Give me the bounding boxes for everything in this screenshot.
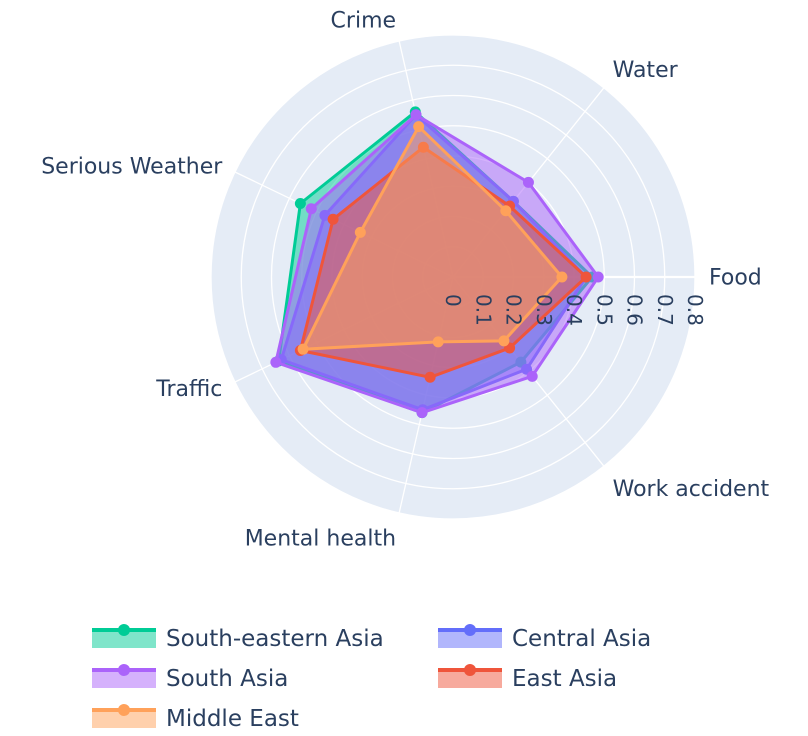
- data-point: [522, 176, 534, 188]
- legend-label: Middle East: [166, 706, 299, 732]
- axis-label-water: Water: [613, 58, 679, 83]
- legend-marker: [464, 624, 476, 636]
- data-point: [432, 336, 444, 348]
- axis-label-mental-health: Mental health: [245, 526, 396, 551]
- legend-item-east-asia[interactable]: East Asia: [438, 664, 617, 692]
- radial-tick-labels: 0 0.1 0.2 0.3 0.4 0.5 0.6 0.7 0.8: [441, 294, 707, 326]
- data-point: [413, 121, 425, 133]
- series-layer: [270, 106, 604, 419]
- series-middle-east: [297, 121, 568, 355]
- series-area: [301, 125, 564, 351]
- radial-tick-label: 0.1: [471, 294, 495, 326]
- legend-swatch: [92, 668, 156, 688]
- radial-tick-label: 0.3: [532, 294, 556, 326]
- data-point: [410, 109, 422, 121]
- legend-label: East Asia: [512, 666, 617, 692]
- data-point: [592, 271, 604, 283]
- data-point: [526, 370, 538, 382]
- data-point: [270, 356, 282, 368]
- legend-swatch: [438, 668, 502, 688]
- legend-marker: [118, 624, 130, 636]
- radial-tick-label: 0.5: [592, 294, 616, 326]
- legend-marker: [464, 664, 476, 676]
- legend-item-middle-east[interactable]: Middle East: [92, 704, 299, 732]
- data-point: [327, 213, 339, 225]
- data-point: [500, 205, 512, 217]
- radial-tick-label: 0.6: [623, 294, 647, 326]
- legend-item-south-eastern-asia[interactable]: South-eastern Asia: [92, 624, 384, 652]
- radial-tick-label: 0: [441, 294, 465, 307]
- data-point: [294, 198, 306, 210]
- legend-label: South Asia: [166, 666, 288, 692]
- data-point: [297, 343, 309, 355]
- legend-marker: [118, 704, 130, 716]
- legend-swatch: [438, 628, 502, 648]
- radial-tick-label: 0.4: [562, 294, 586, 326]
- axis-label-food: Food: [709, 266, 762, 291]
- legend-item-central-asia[interactable]: Central Asia: [438, 624, 651, 652]
- angular-axis-labels: Food Water Crime Serious Weather Traffic Ment…: [41, 8, 769, 551]
- data-point: [498, 335, 510, 347]
- data-point: [354, 226, 366, 238]
- legend-swatch: [92, 628, 156, 648]
- data-point: [556, 271, 568, 283]
- legend-label: Central Asia: [512, 626, 651, 652]
- legend-marker: [118, 664, 130, 676]
- axis-label-traffic: Traffic: [155, 377, 222, 402]
- legend: South-eastern Asia Central Asia South Asia…: [92, 624, 651, 732]
- radial-tick-label: 0.2: [502, 294, 526, 326]
- radial-tick-label: 0.7: [653, 294, 677, 326]
- data-point: [424, 371, 436, 383]
- radial-tick-label: 0.8: [683, 294, 707, 326]
- legend-swatch: [92, 708, 156, 728]
- data-point: [305, 203, 317, 215]
- axis-label-serious-weather: Serious Weather: [41, 155, 223, 180]
- data-point: [416, 407, 428, 419]
- data-point: [580, 271, 592, 283]
- legend-label: South-eastern Asia: [166, 626, 384, 652]
- axis-label-work-accident: Work accident: [613, 477, 770, 502]
- axis-label-crime: Crime: [331, 8, 396, 33]
- legend-item-south-asia[interactable]: South Asia: [92, 664, 288, 692]
